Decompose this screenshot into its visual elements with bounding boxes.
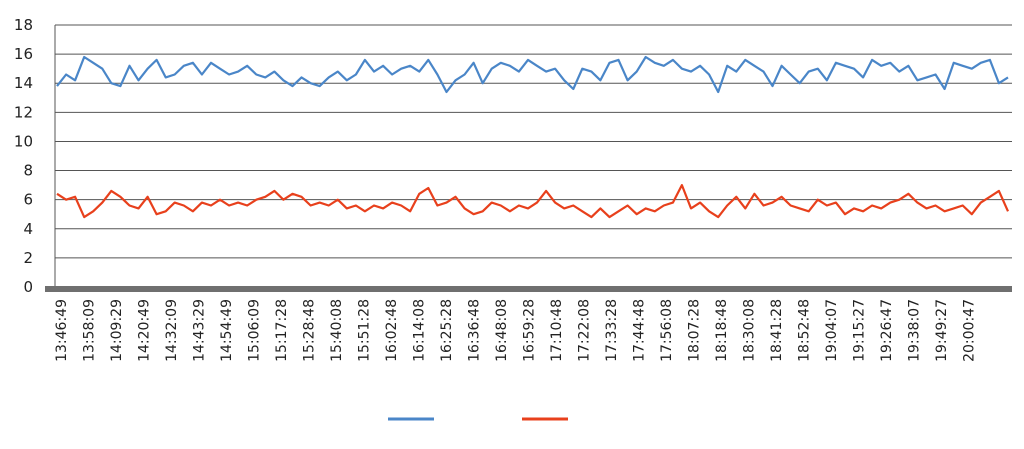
x-tick-label: 18:30:08: [742, 299, 758, 362]
series-line-2: [56, 184, 1010, 219]
x-tick-label: 16:02:48: [384, 299, 400, 362]
x-tick-label: 15:51:28: [357, 299, 373, 362]
x-tick-label: 17:33:28: [604, 299, 620, 362]
x-tick-label: 16:25:28: [439, 299, 455, 362]
x-axis-line: [45, 286, 1012, 292]
y-tick-label: 14: [14, 74, 33, 92]
x-tick-label: 15:06:09: [247, 299, 263, 362]
x-tick-label: 14:09:29: [109, 299, 125, 362]
x-tick-label: 15:17:28: [274, 299, 290, 362]
x-tick-label: 17:10:48: [549, 299, 565, 362]
y-tick-label: 18: [14, 16, 33, 34]
x-tick-label: 17:56:08: [659, 299, 675, 362]
x-tick-label: 13:58:09: [82, 299, 98, 362]
y-axis: 0 2 4 6 8 10 12 14 16 18: [14, 16, 1012, 296]
y-tick-label: 16: [14, 45, 33, 63]
y-tick-label: 8: [23, 162, 33, 180]
x-tick-label: 17:22:08: [577, 299, 593, 362]
gridlines: [55, 24, 1012, 259]
y-tick-label: 0: [23, 278, 33, 296]
series-lines: [56, 55, 1010, 219]
y-tick-label: 12: [14, 103, 33, 121]
x-axis: 13:46:49 13:58:09 14:09:29 14:20:49 14:32:09…: [54, 299, 978, 362]
x-tick-label: 14:32:09: [164, 299, 180, 362]
y-tick-label: 10: [14, 132, 33, 150]
x-tick-label: 19:49:27: [934, 299, 950, 362]
x-tick-label: 18:52:48: [797, 299, 813, 362]
x-tick-label: 19:04:07: [824, 299, 840, 362]
x-tick-label: 14:43:29: [192, 299, 208, 362]
x-tick-label: 15:40:08: [329, 299, 345, 362]
x-tick-label: 18:41:28: [769, 299, 785, 362]
x-tick-label: 16:14:08: [412, 299, 428, 362]
x-tick-label: 19:38:07: [907, 299, 923, 362]
y-tick-label: 4: [23, 220, 33, 238]
x-tick-label: 16:59:28: [522, 299, 538, 362]
x-tick-label: 13:46:49: [54, 299, 70, 362]
x-tick-label: 18:18:48: [714, 299, 730, 362]
x-tick-label: 14:20:49: [137, 299, 153, 362]
x-tick-label: 16:48:08: [494, 299, 510, 362]
x-tick-label: 19:15:27: [852, 299, 868, 362]
x-tick-label: 16:36:48: [467, 299, 483, 362]
x-tick-label: 14:54:49: [219, 299, 235, 362]
x-tick-label: 20:00:47: [962, 299, 978, 362]
y-tick-label: 6: [23, 191, 33, 209]
x-tick-label: 15:28:48: [302, 299, 318, 362]
y-tick-label: 2: [23, 249, 33, 267]
series-line-1: [56, 55, 1009, 94]
x-tick-label: 18:07:28: [687, 299, 703, 362]
x-tick-label: 19:26:47: [879, 299, 895, 362]
x-tick-label: 17:44:48: [632, 299, 648, 362]
